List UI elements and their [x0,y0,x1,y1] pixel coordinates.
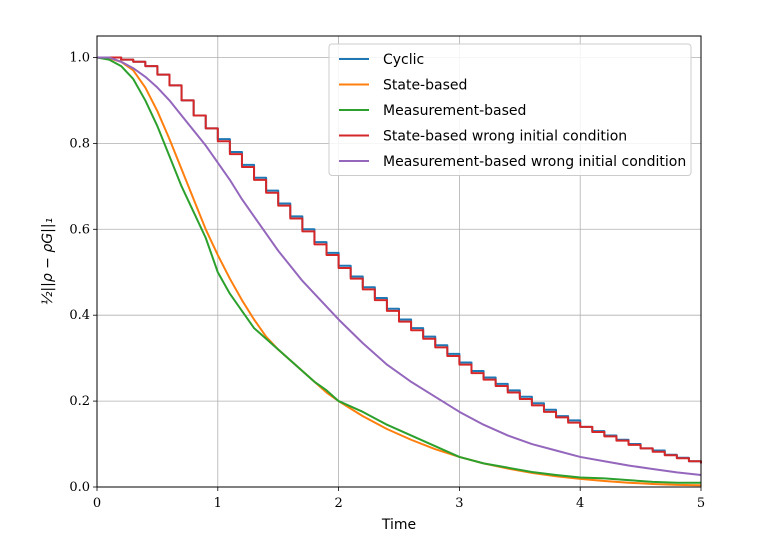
x-tick-label: 0 [93,496,101,511]
series-lines [96,56,702,487]
legend-items: Cyclic State-based Measurement-based State-… [339,52,686,170]
y-tick-label: 1.0 [69,50,90,65]
y-axis-label: ½||ρ − ρG||₁ [40,218,56,305]
legend-label: State-based wrong initial condition [383,129,627,145]
legend: Cyclic State-based Measurement-based State-… [328,43,692,176]
y-tick-label: 0.4 [69,308,90,323]
y-tick-label: 0.6 [69,222,90,237]
y-tick-label: 0.8 [69,136,90,151]
legend-label: Measurement-based wrong initial conditio… [383,154,686,170]
y-tick-label: 0.2 [69,394,90,409]
x-tick-label: 2 [334,496,342,511]
x-tick-label: 1 [214,496,222,511]
legend-label: State-based [383,78,467,94]
axes-frame [96,35,702,488]
series-line-3 [96,56,701,484]
legend-box [328,43,692,176]
series-line-5 [97,56,702,476]
x-tick-label: 4 [576,496,584,511]
x-tick-label: 5 [697,496,705,511]
y-axis-label-text: ½||ρ − ρG||₁ [40,218,56,305]
y-tick-label: 0.0 [69,480,90,495]
legend-label: Measurement-based [383,103,526,119]
x-tick-label: 3 [455,496,463,511]
x-axis-label: Time [381,517,416,533]
legend-label: Cyclic [383,52,424,68]
series-line-4 [97,56,702,464]
tick-marks-and-labels: 0 1 2 3 4 5 0.0 0.2 0.4 0.6 0.8 1.0 [69,50,705,511]
